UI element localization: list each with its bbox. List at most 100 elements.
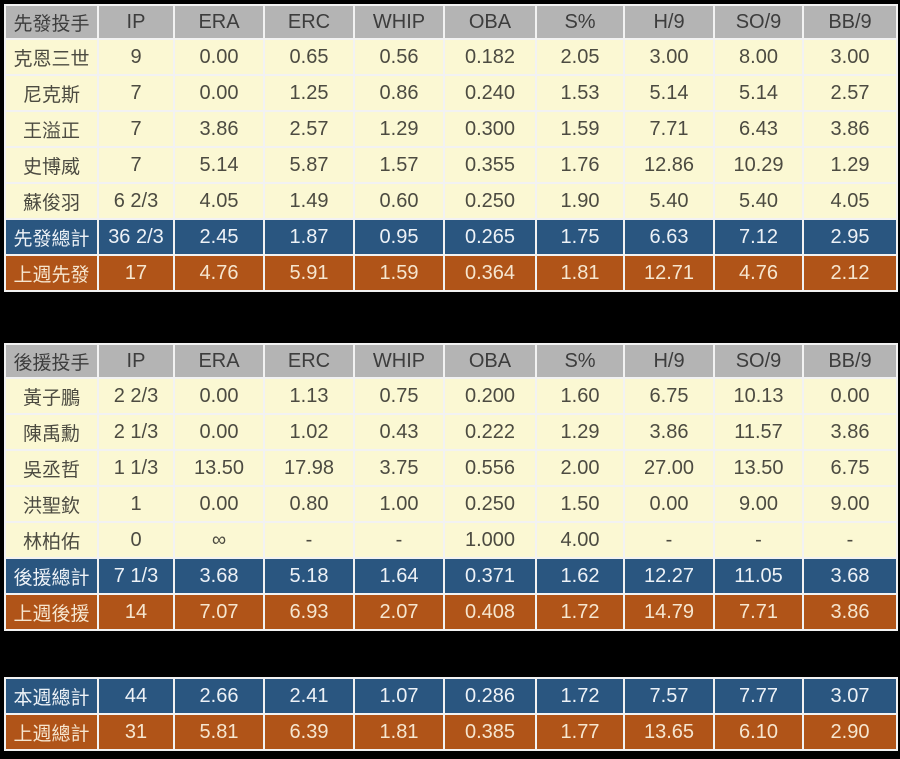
stat-cell: 3.00	[802, 38, 898, 76]
stat-cell: 11.05	[713, 557, 804, 595]
stat-cell: 31	[97, 713, 175, 751]
stat-cell: 0.355	[443, 146, 537, 184]
stat-cell: 3.07	[802, 677, 898, 715]
stat-cell: 36 2/3	[97, 218, 175, 256]
stat-cell: 2.45	[173, 218, 265, 256]
stat-cell: 2.41	[263, 677, 355, 715]
stat-cell: 1.29	[535, 413, 625, 451]
relievers-table: 後援投手 IP ERA ERC WHIP OBA S% H/9 SO/9 BB/9 黃子鵬 2 2/3…	[4, 343, 898, 631]
stat-cell: 4.76	[713, 254, 804, 292]
stat-cell: 0.182	[443, 38, 537, 76]
stat-cell: 6.75	[802, 449, 898, 487]
stat-cell: 0.00	[173, 485, 265, 523]
stat-cell: 9.00	[802, 485, 898, 523]
stat-cell: -	[713, 521, 804, 559]
stat-cell: 6 2/3	[97, 182, 175, 220]
stat-cell: 1.60	[535, 377, 625, 415]
stat-cell: 5.14	[173, 146, 265, 184]
stat-cell: 14.79	[623, 593, 715, 631]
stat-cell: 0.364	[443, 254, 537, 292]
stat-cell: 1.87	[263, 218, 355, 256]
stat-cell: 7	[97, 146, 175, 184]
row-label-cell: 蘇俊羽	[4, 182, 99, 220]
column-header: ERC	[263, 4, 355, 40]
row-label-cell: 黃子鵬	[4, 377, 99, 415]
stat-cell: 0.86	[353, 74, 445, 112]
table-title-cell: 先發投手	[4, 4, 99, 40]
stat-cell: 8.00	[713, 38, 804, 76]
stat-cell: 7	[97, 110, 175, 148]
stat-cell: 13.50	[713, 449, 804, 487]
stat-cell: 2.00	[535, 449, 625, 487]
stat-cell: 1.72	[535, 593, 625, 631]
column-header: ERA	[173, 343, 265, 379]
stat-cell: 2.90	[802, 713, 898, 751]
stat-cell: 1	[97, 485, 175, 523]
column-header: SO/9	[713, 343, 804, 379]
stat-cell: 3.86	[802, 413, 898, 451]
stat-cell: 0.00	[173, 377, 265, 415]
stat-cell: 7.57	[623, 677, 715, 715]
total-row: 先發總計 36 2/3 2.45 1.87 0.95 0.265 1.75 6.63 7.12 2…	[4, 218, 898, 256]
stat-cell: 3.86	[802, 110, 898, 148]
stat-cell: 17.98	[263, 449, 355, 487]
stat-cell: 0.75	[353, 377, 445, 415]
stat-cell: 11.57	[713, 413, 804, 451]
stat-cell: 1.64	[353, 557, 445, 595]
stat-cell: 6.63	[623, 218, 715, 256]
stat-cell: 2.12	[802, 254, 898, 292]
stat-cell: 0.385	[443, 713, 537, 751]
row-label-cell: 後援總計	[4, 557, 99, 595]
stat-cell: 1.57	[353, 146, 445, 184]
stat-cell: 6.93	[263, 593, 355, 631]
stat-cell: 0.65	[263, 38, 355, 76]
stat-cell: 9	[97, 38, 175, 76]
stat-cell: 7.12	[713, 218, 804, 256]
column-header: H/9	[623, 4, 715, 40]
stat-cell: 13.50	[173, 449, 265, 487]
row-label-cell: 吳丞哲	[4, 449, 99, 487]
stat-cell: 0.95	[353, 218, 445, 256]
stat-cell: 10.13	[713, 377, 804, 415]
stat-cell: 1.62	[535, 557, 625, 595]
stat-cell: 5.40	[623, 182, 715, 220]
stat-cell: 0.00	[173, 74, 265, 112]
column-header: BB/9	[802, 4, 898, 40]
player-row: 尼克斯 7 0.00 1.25 0.86 0.240 1.53 5.14 5.14 2.57	[4, 74, 898, 112]
stat-cell: 0.00	[173, 413, 265, 451]
stat-cell: 1.000	[443, 521, 537, 559]
column-header: S%	[535, 343, 625, 379]
stat-cell: 6.10	[713, 713, 804, 751]
stat-cell: 4.00	[535, 521, 625, 559]
column-header: WHIP	[353, 4, 445, 40]
stat-cell: 5.18	[263, 557, 355, 595]
column-header: H/9	[623, 343, 715, 379]
stat-cell: 0.56	[353, 38, 445, 76]
stat-cell: 1.13	[263, 377, 355, 415]
stat-cell: 44	[97, 677, 175, 715]
stat-cell: 13.65	[623, 713, 715, 751]
stat-cell: ∞	[173, 521, 265, 559]
stat-cell: 7.07	[173, 593, 265, 631]
stat-cell: 1.53	[535, 74, 625, 112]
stat-cell: 7 1/3	[97, 557, 175, 595]
stat-cell: 6.43	[713, 110, 804, 148]
stat-cell: 0.371	[443, 557, 537, 595]
row-label-cell: 先發總計	[4, 218, 99, 256]
stat-cell: 0.00	[623, 485, 715, 523]
row-label-cell: 上週後援	[4, 593, 99, 631]
stat-cell: 14	[97, 593, 175, 631]
stat-cell: 1.77	[535, 713, 625, 751]
stat-cell: 2.57	[802, 74, 898, 112]
stat-cell: 0.200	[443, 377, 537, 415]
stat-cell: 3.75	[353, 449, 445, 487]
stat-cell: 1.76	[535, 146, 625, 184]
stat-cell: 27.00	[623, 449, 715, 487]
stat-cell: 1.59	[535, 110, 625, 148]
stat-cell: 2 2/3	[97, 377, 175, 415]
stat-cell: 1.00	[353, 485, 445, 523]
starters-table: 先發投手 IP ERA ERC WHIP OBA S% H/9 SO/9 BB/9 克恩三世 9 0.0…	[4, 4, 898, 292]
stat-cell: 0.265	[443, 218, 537, 256]
stat-cell: 1.59	[353, 254, 445, 292]
stat-cell: 2.57	[263, 110, 355, 148]
